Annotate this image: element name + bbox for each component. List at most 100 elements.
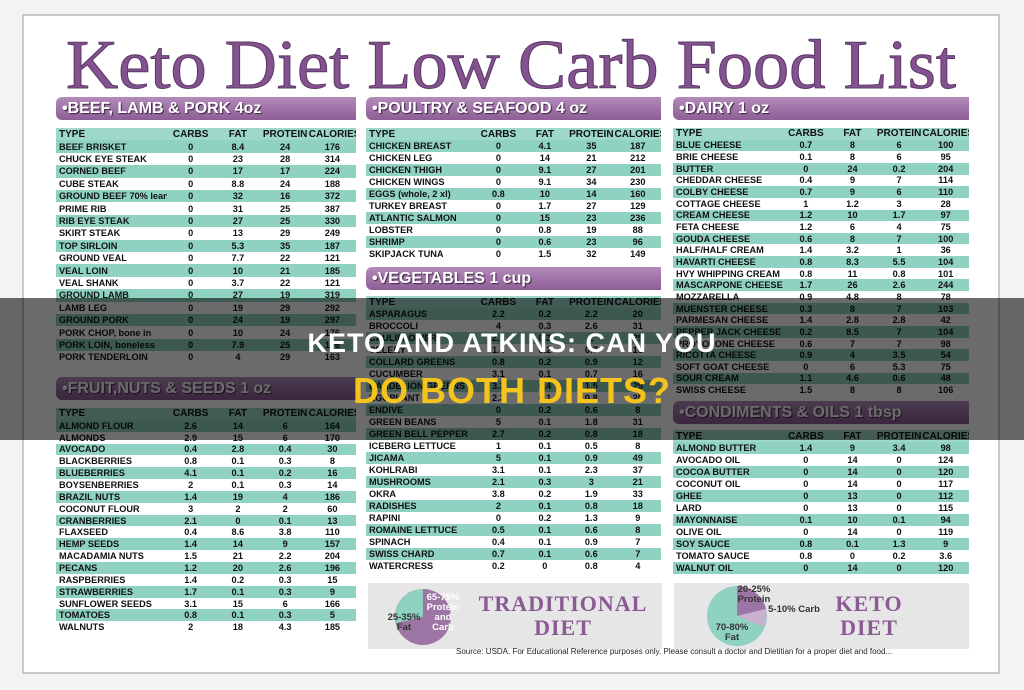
nutrient-value: 0.1: [231, 480, 245, 491]
pie-slice: [395, 589, 423, 623]
nutrient-value: 1.2: [184, 562, 198, 573]
section-header: •DAIRY 1 oz: [673, 97, 969, 120]
food-name: VEAL SHANK: [59, 277, 119, 288]
nutrient-value: 18: [632, 501, 643, 511]
table-row: BEEF BRISKET 0 8.4 24 176: [56, 140, 356, 153]
nutrient-value: 0: [188, 191, 194, 202]
nutrient-value: 0.8: [799, 551, 813, 561]
food-name: STRAWBERRIES: [59, 586, 134, 597]
nutrient-value: 18: [232, 622, 243, 633]
table-row: VEAL SHANK 0 3.7 22 121: [56, 277, 356, 289]
nutrient-value: 119: [938, 527, 954, 537]
nutrient-value: 8: [849, 233, 856, 244]
nutrient-value: 114: [938, 175, 954, 186]
nutrient-value: 8.8: [231, 178, 245, 189]
nutrient-value: 8: [329, 456, 335, 467]
nutrient-value: 24: [847, 163, 858, 174]
table-row: ICEBERG LETTUCE 1 0.1 0.5 8: [366, 440, 661, 452]
nutrient-value: 31: [232, 203, 243, 214]
table-row: BLUEBERRIES 4.1 0.1 0.2 16: [56, 467, 356, 480]
nutrient-value: 0.8: [799, 268, 813, 279]
overlay: [0, 298, 1024, 440]
nutrient-value: 16: [280, 191, 291, 202]
table-row: BRIE CHEESE 0.1 8 6 95: [673, 151, 969, 163]
nutrient-value: 188: [324, 178, 341, 189]
nutrient-value: 0.4: [278, 444, 292, 455]
pie-label: 65-75% Protein and Carb: [426, 592, 460, 633]
nutrient-value: 0.8: [892, 268, 906, 279]
nutrient-value: 20: [232, 562, 243, 573]
nutrient-value: 201: [630, 165, 646, 175]
nutrient-value: 0: [495, 141, 501, 151]
nutrient-value: 0.6: [538, 237, 552, 247]
nutrient-value: 14: [586, 189, 597, 199]
section-header: •POULTRY & SEAFOOD 4 oz: [366, 97, 661, 120]
nutrient-value: 0.4: [492, 537, 505, 547]
nutrient-value: 0.8: [184, 456, 198, 467]
column-header: CARBS: [788, 128, 824, 140]
pie-label: 20-25% Protein: [737, 584, 771, 605]
table-row: COCONUT FLOUR 3 2 2 60: [56, 503, 356, 515]
nutrient-value: 78: [940, 291, 951, 302]
nutrient-value: 0: [803, 527, 809, 537]
nutrient-value: 9: [329, 586, 335, 597]
table-row: RIB EYE STEAK 0 27 25 330: [56, 214, 356, 228]
nutrient-value: 0: [188, 203, 194, 214]
nutrient-value: 157: [324, 539, 341, 550]
table-row: AVOCADO 0.4 2.8 0.4 30: [56, 443, 356, 456]
food-name: HAVARTI CHEESE: [676, 256, 756, 267]
poster-title: Keto Diet Low Carb Food List: [66, 27, 957, 104]
nutrient-value: 27: [586, 201, 597, 211]
food-name: MUSHROOMS: [369, 477, 431, 487]
table-row: BLUE CHEESE 0.7 8 6 100: [673, 139, 969, 152]
table-row: EGGS (whole, 2 xl) 0.8 10 14 160: [366, 188, 661, 200]
section-header: •BEEF, LAMB & PORK 4oz: [56, 97, 356, 120]
table-row: OLIVE OIL 0 14 0 119: [673, 526, 969, 538]
table-row: GHEE 0 13 0 112: [673, 490, 969, 502]
table-row: SKIPJACK TUNA 0 1.5 32 149: [366, 248, 661, 260]
nutrient-value: 0.2: [892, 551, 906, 561]
food-name: CUBE STEAK: [59, 178, 119, 189]
nutrient-value: 0: [495, 165, 501, 175]
column-header: PROTEIN: [569, 128, 614, 140]
nutrient-value: 2: [282, 503, 288, 514]
nutrient-value: 0.5: [584, 441, 598, 451]
food-name: CORNED BEEF: [59, 166, 126, 177]
nutrient-value: 10: [539, 189, 550, 199]
nutrient-value: 0: [803, 467, 809, 477]
food-name: COTTAGE CHEESE: [676, 198, 761, 209]
table-row: HEMP SEEDS 1.4 14 9 157: [56, 538, 356, 551]
nutrient-value: 0.8: [584, 561, 598, 571]
table-row: WALNUTS 2 18 4.3 185: [56, 621, 356, 633]
column-header: FAT: [843, 128, 862, 140]
nutrient-value: 21: [232, 551, 243, 562]
nutrient-value: 314: [324, 153, 341, 164]
nutrient-value: 330: [324, 215, 341, 226]
nutrient-value: 0: [235, 515, 241, 526]
nutrient-value: 0: [896, 455, 902, 465]
nutrient-value: 19: [586, 225, 597, 235]
nutrient-value: 2: [188, 480, 194, 491]
nutrient-value: 0.8: [184, 610, 198, 621]
nutrient-value: 13: [847, 491, 858, 501]
food-name: TOMATO SAUCE: [676, 551, 750, 561]
pie-slice: [737, 586, 766, 616]
food-name: BOYSENBERRIES: [59, 480, 139, 491]
nutrient-value: 129: [630, 201, 646, 211]
nutrient-value: 17: [232, 166, 243, 177]
pie: [707, 586, 767, 646]
nutrient-value: 2: [495, 501, 501, 511]
nutrient-value: 1.5: [538, 249, 552, 259]
nutrient-value: 3.8: [278, 527, 292, 538]
diet-name: KETO DIET: [835, 591, 903, 640]
nutrient-value: 0.2: [278, 468, 292, 479]
nutrient-value: 2: [235, 503, 241, 514]
table-row: COCOA BUTTER 0 14 0 120: [673, 466, 969, 478]
table-row: FLAXSEED 0.4 8.6 3.8 110: [56, 527, 356, 539]
nutrient-value: 0: [188, 253, 194, 264]
nutrient-value: 24: [280, 141, 291, 152]
nutrient-value: 110: [324, 527, 340, 538]
nutrient-value: 0: [803, 479, 809, 489]
nutrient-value: 1.5: [184, 551, 198, 562]
